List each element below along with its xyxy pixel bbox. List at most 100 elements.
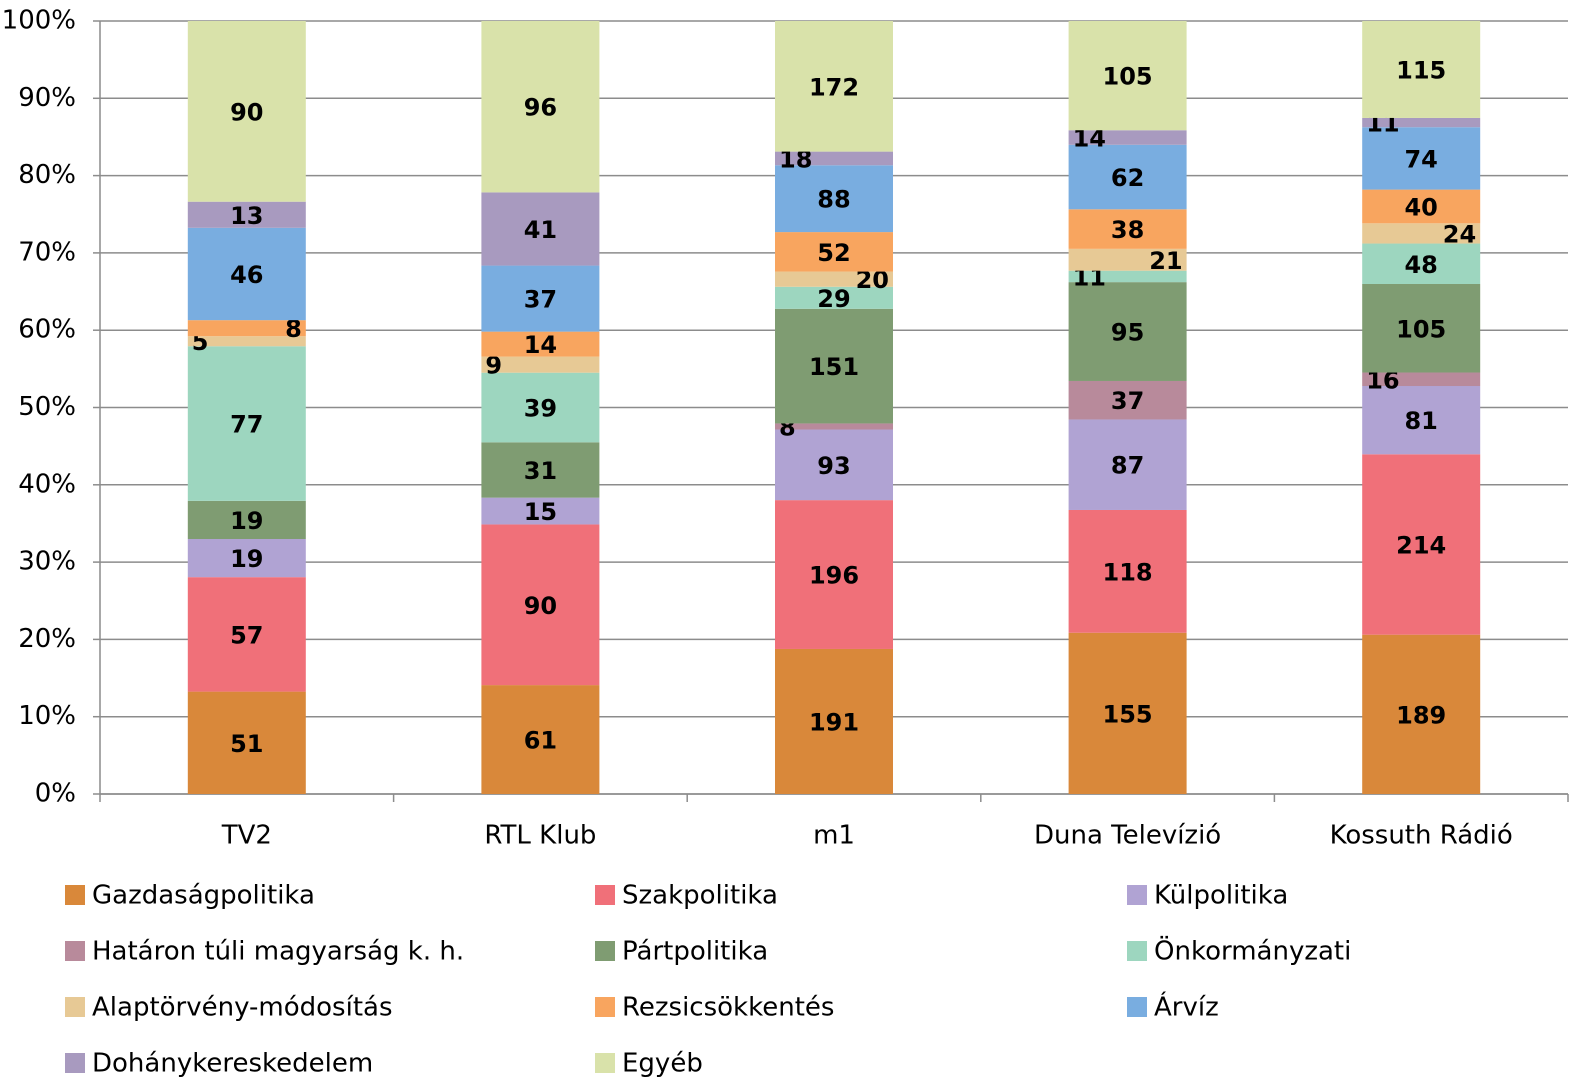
data-label: 172 [809,73,859,101]
y-tick-label: 20% [18,624,76,654]
bar-segment [775,648,893,794]
bar-segment [187,346,306,501]
bar-segment [187,500,306,540]
bar-segment [1362,243,1481,285]
bar-segment [1068,209,1187,249]
data-label: 24 [1443,220,1476,248]
bar-segment [775,286,893,309]
data-label: 90 [524,592,557,620]
data-label: 38 [1111,216,1144,244]
bar-segment [187,336,306,347]
data-label: 88 [817,186,850,214]
legend-swatch [595,1053,615,1073]
y-tick-label: 30% [18,547,76,577]
data-label: 39 [524,395,557,423]
data-label: 61 [524,727,557,755]
legend-label: Pártpolitika [622,937,768,967]
legend-swatch [595,885,615,905]
data-label: 46 [230,261,263,289]
data-label: 13 [230,202,263,230]
bar-segment [187,320,306,337]
bar-segment [481,265,600,332]
bar-segment [481,372,600,443]
data-label: 214 [1396,531,1446,559]
bar-segment [481,331,600,357]
y-tick-label: 70% [18,237,76,267]
data-label: 74 [1404,145,1437,173]
bar-segment [1068,144,1187,210]
data-label: 48 [1404,251,1437,279]
x-tick-label: Kossuth Rádió [1330,821,1513,851]
bar-segment [187,21,306,202]
bar-segment [481,356,600,373]
legend-label: Alaptörvény-módosítás [92,993,393,1023]
bar-segment [775,500,893,649]
bar-segment [1362,454,1481,635]
data-label: 41 [524,216,557,244]
bar-segment [187,201,306,228]
legend-label: Egyéb [622,1049,703,1079]
data-label: 93 [817,452,850,480]
bar-segment [1068,380,1187,420]
bar-segment [775,232,893,272]
bar-segment [481,192,600,266]
data-label: 21 [1149,247,1182,275]
data-label: 52 [817,239,850,267]
data-label: 87 [1111,452,1144,480]
data-label: 62 [1111,164,1144,192]
data-label: 81 [1404,407,1437,435]
bar-segment [481,442,600,498]
data-label: 37 [524,286,557,314]
bar-segment [1362,21,1481,118]
data-label: 9 [485,352,502,380]
bar-segment [1362,386,1481,455]
data-label: 40 [1404,193,1437,221]
data-label: 95 [1111,319,1144,347]
data-label: 118 [1103,558,1153,586]
data-label: 189 [1396,701,1446,729]
data-label: 14 [524,331,557,359]
bar-segment [1068,130,1187,145]
data-label: 37 [1111,387,1144,415]
y-tick-label: 40% [18,469,76,499]
bar-segment [1068,509,1187,633]
legend-label: Gazdaságpolitika [92,881,315,911]
bar-segment [1068,21,1187,131]
legend-label: Külpolitika [1154,881,1288,911]
bar-segment [481,21,600,193]
bar-segment [1068,248,1187,271]
bar-segment [1068,270,1187,283]
data-label: 31 [524,457,557,485]
bar-segment [1362,372,1481,387]
data-label: 155 [1103,700,1153,728]
bar-segment [481,497,600,525]
data-label: 77 [230,411,263,439]
data-label: 115 [1396,56,1446,84]
x-tick-label: TV2 [221,821,272,851]
legend-swatch [595,997,615,1017]
legend-swatch [65,885,85,905]
legend-label: Önkormányzati [1154,935,1351,967]
bar-segment [481,524,600,686]
y-tick-label: 60% [18,315,76,345]
data-label: 105 [1396,315,1446,343]
bar-segment [775,21,893,152]
bar-segment [187,577,306,692]
data-label: 105 [1103,63,1153,91]
bar-segment [187,539,306,578]
data-label: 151 [809,353,859,381]
legend-label: Rezsicsökkentés [622,993,834,1023]
legend-swatch [65,997,85,1017]
x-tick-label: RTL Klub [484,821,596,851]
bar-segment [1068,282,1187,381]
bar-segment [1362,223,1481,244]
data-label: 29 [817,285,850,313]
x-tick-label: Duna Televízió [1034,821,1221,851]
legend-label: Határon túli magyarság k. h. [92,937,464,967]
legend-label: Árvíz [1154,991,1219,1023]
y-tick-label: 100% [2,6,76,36]
data-label: 51 [230,730,263,758]
y-tick-label: 90% [18,83,76,113]
bar-segment [775,271,893,287]
